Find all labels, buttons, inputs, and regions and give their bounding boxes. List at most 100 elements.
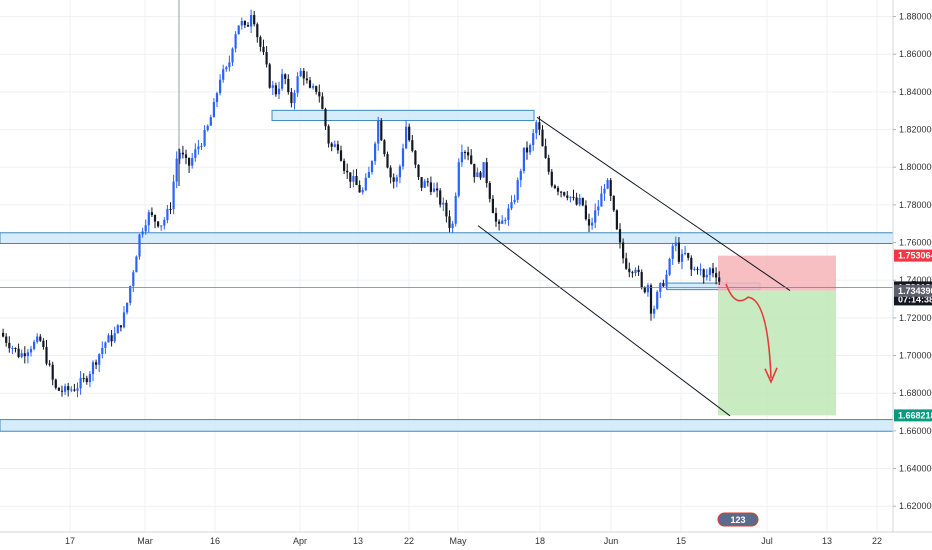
- candle-body-184: [572, 196, 575, 198]
- candle-body-191: [594, 210, 597, 223]
- channel-upper-line: [536, 116, 791, 291]
- candle-body-110: [343, 160, 346, 171]
- candle-body-125: [389, 167, 392, 178]
- events-badge-label: 123: [730, 515, 745, 525]
- candle-body-96: [299, 70, 302, 77]
- zone-1: [0, 232, 894, 244]
- candle-body-38: [119, 325, 122, 328]
- candle-body-203: [631, 272, 634, 274]
- candle-body-108: [336, 144, 339, 151]
- candle-body-18: [57, 387, 60, 391]
- candle-body-174: [541, 129, 544, 147]
- candle-body-169: [525, 147, 529, 153]
- price-tag-label-0: 1.753064: [898, 251, 932, 261]
- events-badge-bg: [717, 512, 759, 527]
- candle-body-222: [690, 257, 693, 270]
- candle-body-172: [535, 122, 538, 134]
- candle-body-113: [352, 175, 355, 182]
- candle-body-103: [321, 96, 324, 109]
- candle-body-124: [386, 154, 389, 168]
- candle-body-105: [327, 126, 330, 144]
- candle-body-224: [696, 268, 699, 270]
- candle-body-217: [674, 242, 677, 247]
- candle-body-12: [39, 336, 42, 341]
- candle-body-106: [330, 143, 333, 147]
- candle-body-215: [668, 258, 671, 275]
- time-axis[interactable]: 17 Mar 16 Apr 13 22 May 18 Jun 15 Jul 13 22: [0, 531, 932, 546]
- candle-body-14: [45, 347, 48, 364]
- candle-body-138: [429, 182, 432, 192]
- price-tag-bg-3: [894, 409, 932, 422]
- candle-body-33: [104, 342, 107, 348]
- projection-arrow[interactable]: [725, 283, 778, 384]
- candle-body-133: [414, 150, 417, 165]
- candle-body-136: [423, 181, 426, 188]
- candle-body-218: [677, 242, 680, 262]
- candle-body-81: [253, 15, 256, 25]
- descending-channel[interactable]: [477, 116, 791, 417]
- candle-body-51: [160, 225, 163, 227]
- candle-body-34: [107, 335, 110, 343]
- candle-body-75: [234, 34, 237, 49]
- candle-body-132: [411, 140, 414, 151]
- candle-body-155: [482, 162, 485, 178]
- candle-body-93: [290, 92, 293, 104]
- candle-body-175: [544, 146, 547, 158]
- candle-body-231: [718, 277, 721, 282]
- short-position-tool[interactable]: [718, 255, 836, 416]
- candle-body-187: [581, 197, 584, 206]
- candle-body-24: [76, 388, 79, 391]
- candle-body-16: [51, 364, 54, 380]
- candle-body-170: [529, 145, 532, 153]
- candle-body-140: [436, 188, 439, 191]
- candle-body-144: [448, 216, 451, 228]
- candle-body-164: [510, 202, 513, 209]
- candle-body-36: [113, 333, 116, 342]
- candle-body-201: [625, 258, 628, 269]
- candle-body-163: [507, 208, 510, 220]
- candle-body-92: [287, 78, 290, 93]
- price-axis[interactable]: 1.880000 1.860000 1.840000 1.820000 1.800000…: [892, 0, 932, 532]
- candle-body-25: [79, 378, 82, 389]
- candle-body-13: [42, 340, 45, 348]
- candle-body-181: [563, 192, 566, 196]
- price-tag-bg-2: [894, 284, 932, 297]
- x-tick-label-5: 22: [404, 536, 414, 546]
- candle-body-197: [612, 195, 615, 211]
- zone-2: [0, 419, 894, 432]
- candle-body-161: [501, 220, 504, 224]
- candle-body-185: [575, 197, 578, 205]
- candle-body-146: [454, 195, 457, 224]
- candle-body-221: [687, 252, 690, 258]
- candle-body-223: [693, 268, 696, 270]
- candle-body-60: [188, 157, 191, 166]
- candle-body-143: [445, 202, 448, 217]
- candle-body-219: [680, 254, 684, 262]
- candle-body-177: [550, 171, 553, 186]
- x-tick-label-4: 13: [353, 536, 363, 546]
- candle-body-179: [556, 187, 560, 192]
- candle-body-182: [566, 195, 569, 198]
- candle-body-205: [637, 269, 640, 273]
- candle-body-99: [308, 80, 312, 88]
- y-tick-label-7: 1.740000: [899, 275, 932, 285]
- candle-body-97: [302, 70, 305, 79]
- candle-body-90: [281, 74, 284, 89]
- candle-body-21: [67, 386, 70, 391]
- candle-body-118: [367, 172, 370, 178]
- candle-body-23: [73, 389, 76, 391]
- candle-body-137: [426, 181, 429, 183]
- candle-body-53: [166, 208, 169, 221]
- candle-body-158: [491, 198, 494, 214]
- candle-body-228: [708, 268, 711, 275]
- candle-body-70: [219, 79, 222, 94]
- candle-body-226: [702, 269, 705, 278]
- candle-body-55: [172, 181, 175, 210]
- x-tick-label-10: Jul: [761, 536, 773, 546]
- candle-body-27: [85, 378, 88, 383]
- events-badge[interactable]: 123: [717, 512, 759, 527]
- candle-body-28: [88, 374, 91, 383]
- candle-body-200: [622, 242, 625, 259]
